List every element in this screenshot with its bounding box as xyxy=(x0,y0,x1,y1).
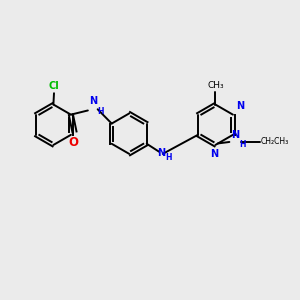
Text: N: N xyxy=(210,149,218,159)
Text: N: N xyxy=(89,96,97,106)
Text: H: H xyxy=(166,153,172,162)
Text: Cl: Cl xyxy=(49,81,59,91)
Text: CH₃: CH₃ xyxy=(207,81,224,90)
Text: N: N xyxy=(158,148,166,158)
Text: CH₂CH₃: CH₂CH₃ xyxy=(261,137,289,146)
Text: H: H xyxy=(239,140,245,149)
Text: H: H xyxy=(98,107,104,116)
Text: N: N xyxy=(231,130,239,140)
Text: O: O xyxy=(68,136,78,149)
Text: N: N xyxy=(236,101,244,111)
